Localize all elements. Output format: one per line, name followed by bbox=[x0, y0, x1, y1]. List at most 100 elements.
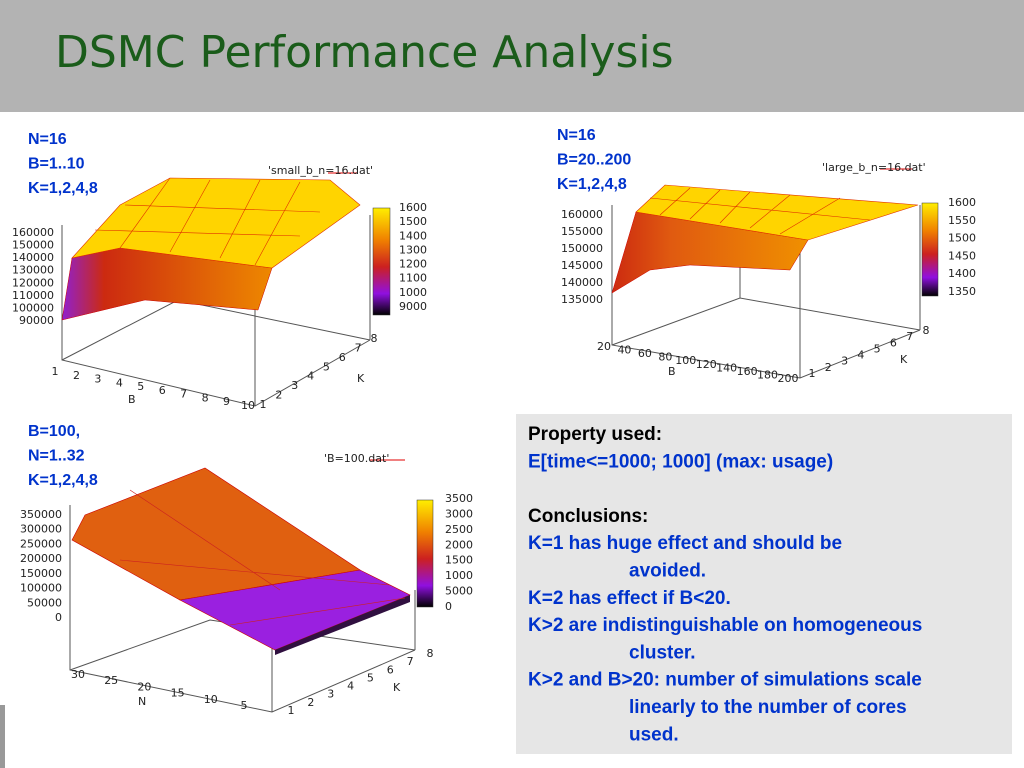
colorbar-label: 0 bbox=[445, 600, 452, 613]
conclusion-line: K>2 and B>20: number of simulations scal… bbox=[528, 670, 922, 691]
colorbar-label: 3500 bbox=[445, 492, 473, 505]
colorbar-label: 2000 bbox=[445, 538, 473, 551]
x-tick-label: 160 bbox=[737, 365, 758, 378]
y-tick-label: 4 bbox=[347, 680, 354, 693]
y-tick-label: 4 bbox=[857, 349, 864, 362]
plot-caption: B=20..200 bbox=[557, 152, 631, 169]
colorbar-label: 14000 bbox=[948, 267, 983, 280]
y-tick-label: 8 bbox=[923, 324, 930, 337]
x-tick-label: 1 bbox=[52, 365, 59, 378]
plot-caption: K=1,2,4,8 bbox=[28, 472, 98, 489]
y-tick-label: 2 bbox=[275, 389, 282, 402]
notes-heading: Conclusions: bbox=[528, 506, 648, 527]
conclusion-line: K>2 are indistinguishable on homogeneous bbox=[528, 615, 922, 636]
y-tick-label: 8 bbox=[427, 647, 434, 660]
y-tick-label: 6 bbox=[387, 663, 394, 676]
colorbar-label: 10000 bbox=[399, 286, 434, 299]
colorbar-label: 5000 bbox=[445, 585, 473, 598]
colorbar-label: 14500 bbox=[948, 249, 983, 262]
x-axis-label: N bbox=[138, 695, 146, 708]
y-tick-label: 3 bbox=[327, 688, 334, 701]
z-tick-label: 300000 bbox=[20, 523, 62, 536]
z-tick-label: 140000 bbox=[561, 276, 603, 289]
y-tick-label: 6 bbox=[890, 336, 897, 349]
colorbar-label: 12000 bbox=[399, 258, 434, 271]
y-tick-label: 3 bbox=[841, 355, 848, 368]
plot-caption: N=1..32 bbox=[28, 448, 85, 465]
x-axis-label: B bbox=[128, 393, 136, 406]
x-tick-label: 140 bbox=[716, 361, 737, 374]
x-tick-label: 2 bbox=[73, 369, 80, 382]
conclusion-line: K=1 has huge effect and should be bbox=[528, 533, 842, 554]
surface-plot bbox=[69, 459, 434, 713]
y-tick-label: 3 bbox=[291, 379, 298, 392]
y-tick-label: 7 bbox=[355, 341, 362, 354]
z-tick-label: 250000 bbox=[20, 537, 62, 550]
plot-key: 'small_b_n=16.dat' bbox=[268, 164, 373, 177]
plot-caption: B=100, bbox=[28, 423, 80, 440]
x-tick-label: 180 bbox=[757, 368, 778, 381]
z-tick-label: 0 bbox=[55, 611, 62, 624]
x-tick-label: 25 bbox=[104, 674, 118, 687]
plot-caption: N=16 bbox=[28, 131, 67, 148]
colorbar-label: 9000 bbox=[399, 300, 427, 313]
conclusion-line: avoided. bbox=[629, 561, 706, 582]
notes-text: E[time<=1000; 1000] (max: usage) bbox=[528, 451, 833, 472]
y-tick-label: 7 bbox=[407, 655, 414, 668]
colorbar-label: 3000 bbox=[445, 507, 473, 520]
z-tick-label: 200000 bbox=[20, 552, 62, 565]
colorbar-label: 16000 bbox=[399, 201, 434, 214]
plot-caption: K=1,2,4,8 bbox=[557, 176, 627, 193]
z-tick-label: 130000 bbox=[12, 264, 54, 277]
y-tick-label: 1 bbox=[809, 367, 816, 380]
y-tick-label: 4 bbox=[307, 370, 314, 383]
colorbar-label: 11000 bbox=[399, 272, 434, 285]
z-tick-label: 160000 bbox=[561, 208, 603, 221]
x-tick-label: 9 bbox=[223, 395, 230, 408]
plot-key: 'B=100.dat' bbox=[324, 452, 389, 465]
conclusion-line: used. bbox=[629, 724, 679, 745]
conclusion-line: linearly to the number of cores bbox=[629, 697, 907, 718]
colorbar-label: 15500 bbox=[948, 214, 983, 227]
x-tick-label: 60 bbox=[638, 347, 652, 360]
colorbar-label: 13500 bbox=[948, 285, 983, 298]
y-tick-label: 2 bbox=[825, 361, 832, 374]
z-tick-label: 145000 bbox=[561, 259, 603, 272]
y-axis-label: K bbox=[357, 372, 365, 385]
surface-plot bbox=[611, 168, 939, 379]
x-tick-label: 5 bbox=[241, 699, 248, 712]
x-tick-label: 5 bbox=[137, 380, 144, 393]
y-tick-label: 8 bbox=[371, 332, 378, 345]
notes-heading: Property used: bbox=[528, 424, 662, 445]
x-tick-label: 10 bbox=[241, 399, 255, 412]
y-tick-label: 5 bbox=[874, 342, 881, 355]
colorbar-label: 15000 bbox=[948, 232, 983, 245]
colorbar-label: 2500 bbox=[445, 523, 473, 536]
conclusion-line: K=2 has effect if B<20. bbox=[528, 588, 731, 609]
x-tick-label: 3 bbox=[94, 373, 101, 386]
header-band bbox=[0, 0, 1024, 112]
z-tick-label: 160000 bbox=[12, 226, 54, 239]
x-tick-label: 10 bbox=[204, 693, 218, 706]
z-tick-label: 50000 bbox=[27, 596, 62, 609]
y-axis-label: K bbox=[393, 681, 401, 694]
z-tick-label: 90000 bbox=[19, 314, 54, 327]
plot-caption: K=1,2,4,8 bbox=[28, 180, 98, 197]
z-tick-label: 150000 bbox=[12, 239, 54, 252]
x-tick-label: 30 bbox=[71, 668, 85, 681]
z-tick-label: 100000 bbox=[20, 582, 62, 595]
plot-caption: N=16 bbox=[557, 127, 596, 144]
colorbar-label: 15000 bbox=[399, 215, 434, 228]
colorbar-label: 13000 bbox=[399, 243, 434, 256]
plot-caption: B=1..10 bbox=[28, 156, 85, 173]
z-tick-label: 150000 bbox=[20, 567, 62, 580]
x-tick-label: 8 bbox=[202, 391, 209, 404]
x-tick-label: 20 bbox=[597, 340, 611, 353]
colorbar-label: 14000 bbox=[399, 229, 434, 242]
edge-bar bbox=[0, 705, 5, 768]
y-tick-label: 1 bbox=[260, 398, 267, 411]
z-tick-label: 110000 bbox=[12, 289, 54, 302]
z-tick-label: 150000 bbox=[561, 242, 603, 255]
z-tick-label: 140000 bbox=[12, 251, 54, 264]
